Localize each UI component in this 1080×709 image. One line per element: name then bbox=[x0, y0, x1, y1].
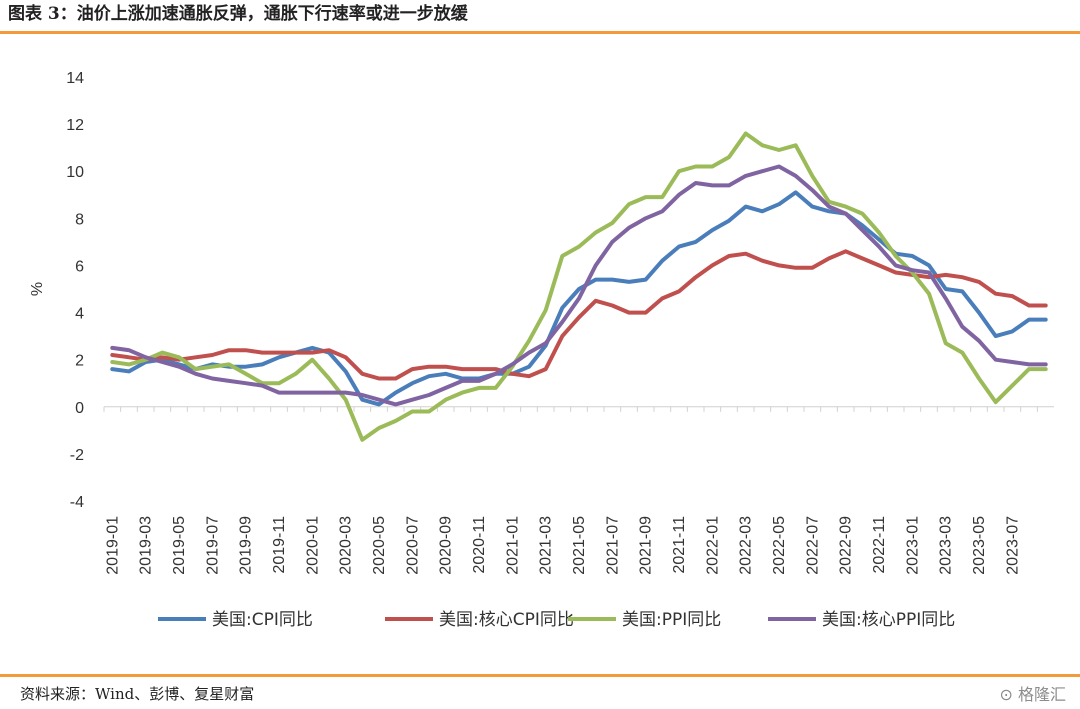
x-tick-label: 2021-09 bbox=[638, 516, 655, 575]
x-tick-label: 2019-11 bbox=[271, 516, 288, 574]
x-tick-label: 2020-11 bbox=[471, 516, 488, 574]
watermark-logo: ⊙ 格隆汇 bbox=[999, 685, 1066, 704]
x-tick-label: 2020-09 bbox=[438, 516, 455, 575]
x-tick-label: 2023-05 bbox=[971, 516, 988, 575]
series-lines bbox=[110, 131, 1048, 442]
y-tick-label: 2 bbox=[75, 353, 84, 370]
x-tick-label: 2019-03 bbox=[138, 516, 155, 575]
x-tick-label: 2022-11 bbox=[871, 516, 888, 574]
x-tick-label: 2023-03 bbox=[938, 516, 955, 575]
y-axis-label: % bbox=[29, 282, 46, 296]
x-tick-label: 2021-03 bbox=[538, 516, 555, 575]
x-tick-label: 2020-03 bbox=[338, 516, 355, 575]
series-line-3 bbox=[110, 131, 1048, 442]
bottom-divider bbox=[0, 674, 1080, 677]
x-tick-label: 2022-05 bbox=[771, 516, 788, 575]
x-tick-label: 2022-01 bbox=[704, 516, 721, 575]
y-tick-label: 6 bbox=[75, 258, 84, 275]
x-tick-label: 2021-05 bbox=[571, 516, 588, 575]
x-axis: 2019-01 2019-03 2019-05 2019-07 2019-09 2019-… bbox=[103, 406, 1054, 575]
y-tick-label: 4 bbox=[75, 306, 84, 323]
x-tick-label: 2020-05 bbox=[371, 516, 388, 575]
y-tick-label: 14 bbox=[66, 70, 84, 87]
legend-label: 美国:核心CPI同比 bbox=[439, 610, 574, 630]
watermark-text: 格隆汇 bbox=[1017, 685, 1066, 704]
y-tick-label: 10 bbox=[66, 164, 84, 181]
x-tick-label: 2022-03 bbox=[738, 516, 755, 575]
x-tick-label: 2019-09 bbox=[238, 516, 255, 575]
x-tick-label: 2020-01 bbox=[304, 516, 321, 575]
y-tick-label: -2 bbox=[70, 447, 84, 464]
x-tick-label: 2023-01 bbox=[904, 516, 921, 575]
x-tick-label: 2019-01 bbox=[104, 516, 121, 575]
y-axis: -4 -2 0 2 4 6 8 10 12 14 bbox=[66, 70, 84, 511]
x-tick-label: 2023-07 bbox=[1004, 516, 1021, 575]
x-tick-label: 2019-05 bbox=[171, 516, 188, 575]
source-note: 资料来源：Wind、彭博、复星财富 bbox=[20, 685, 255, 703]
chart-title: 图表 3：油价上涨加速通胀反弹，通胀下行速率或进一步放缓 bbox=[8, 4, 468, 24]
top-divider bbox=[0, 31, 1080, 34]
x-tick-label: 2021-07 bbox=[604, 516, 621, 575]
y-tick-label: 12 bbox=[66, 117, 84, 134]
x-tick-label: 2022-09 bbox=[838, 516, 855, 575]
x-tick-label: 2021-11 bbox=[671, 516, 688, 574]
x-tick-label: 2020-07 bbox=[404, 516, 421, 575]
legend-label: 美国:核心PPI同比 bbox=[822, 610, 955, 630]
series-line-2 bbox=[110, 249, 1048, 381]
y-tick-label: 8 bbox=[75, 211, 84, 228]
series-line-4 bbox=[110, 164, 1048, 407]
legend-label: 美国:CPI同比 bbox=[212, 610, 313, 630]
x-tick-label: 2021-01 bbox=[504, 516, 521, 575]
x-tick-label: 2022-07 bbox=[804, 516, 821, 575]
x-tick-label: 2019-07 bbox=[204, 516, 221, 575]
y-tick-label: -4 bbox=[70, 494, 84, 511]
legend: 美国:CPI同比 美国:核心CPI同比 美国:PPI同比 美国:核心PPI同比 bbox=[158, 610, 955, 630]
legend-label: 美国:PPI同比 bbox=[622, 610, 721, 630]
y-tick-label: 0 bbox=[75, 400, 84, 417]
